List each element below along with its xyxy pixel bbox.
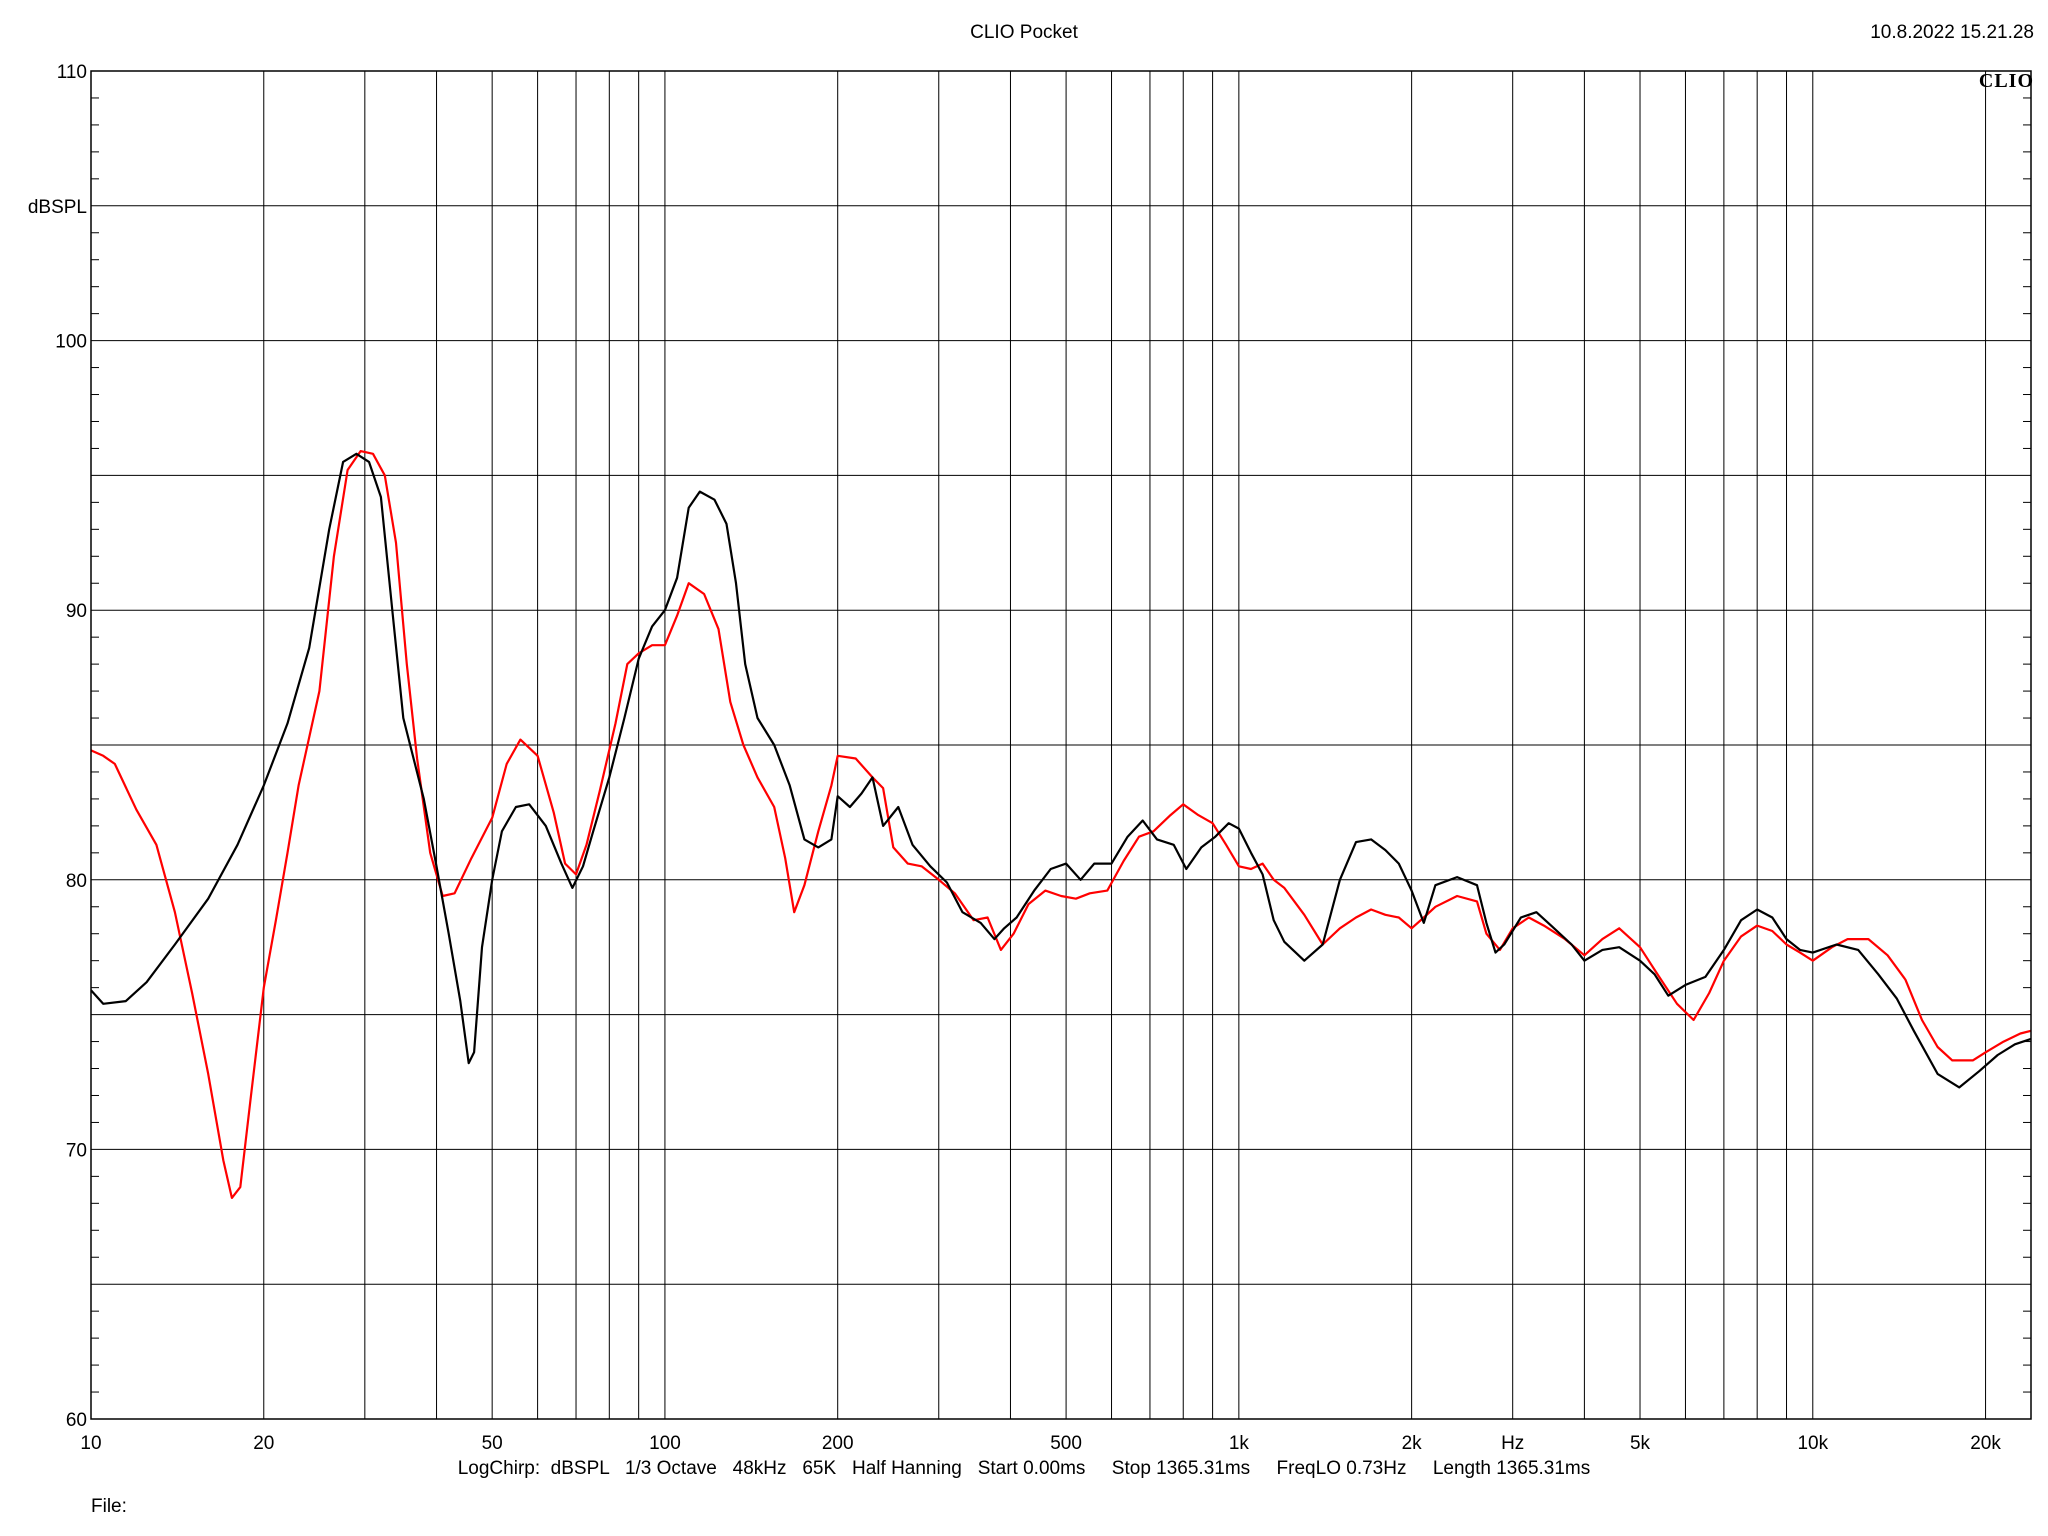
series-line-black [90, 452, 2032, 1089]
file-label: File: [91, 1496, 127, 1517]
x-tick-label: 2k [1402, 1433, 1423, 1454]
y-tick-label: 90 [66, 601, 87, 622]
x-tick-label: 100 [649, 1433, 681, 1454]
x-tick-label: 10k [1797, 1433, 1828, 1454]
y-tick-label: 110 [57, 62, 87, 83]
x-tick-label: 20 [253, 1433, 274, 1454]
timestamp: 10.8.2022 15.21.28 [1870, 22, 2034, 43]
plot-frame [90, 70, 2032, 1420]
x-tick-label: 20k [1970, 1433, 2001, 1454]
x-tick-label: 5k [1630, 1433, 1651, 1454]
series-layer [90, 450, 2032, 1199]
y-tick-label: 80 [66, 871, 87, 892]
x-axis-label: Hz [1501, 1433, 1524, 1454]
y-axis-ticks: 110 100 90 80 70 60 [55, 62, 87, 1431]
series-line-red [90, 450, 2032, 1199]
chart-title: CLIO Pocket [970, 22, 1078, 43]
grid [91, 71, 2031, 1419]
x-tick-label: 200 [822, 1433, 854, 1454]
x-axis-ticks: 10 20 50 100 200 500 1k 2k 5k 10k 20k [80, 1433, 2001, 1454]
y-axis-label: dBSPL [28, 197, 87, 218]
measurement-settings: LogChirp: dBSPL 1/3 Octave 48kHz 65K Hal… [457, 1458, 1591, 1479]
clio-logo: CLIO [1978, 70, 2034, 92]
x-tick-label: 500 [1050, 1433, 1082, 1454]
x-tick-label: 50 [482, 1433, 503, 1454]
y-tick-label: 100 [55, 332, 87, 353]
y-tick-label: 70 [66, 1140, 87, 1161]
y-tick-label: 60 [66, 1410, 87, 1431]
x-tick-label: 1k [1229, 1433, 1250, 1454]
x-tick-label: 10 [80, 1433, 101, 1454]
